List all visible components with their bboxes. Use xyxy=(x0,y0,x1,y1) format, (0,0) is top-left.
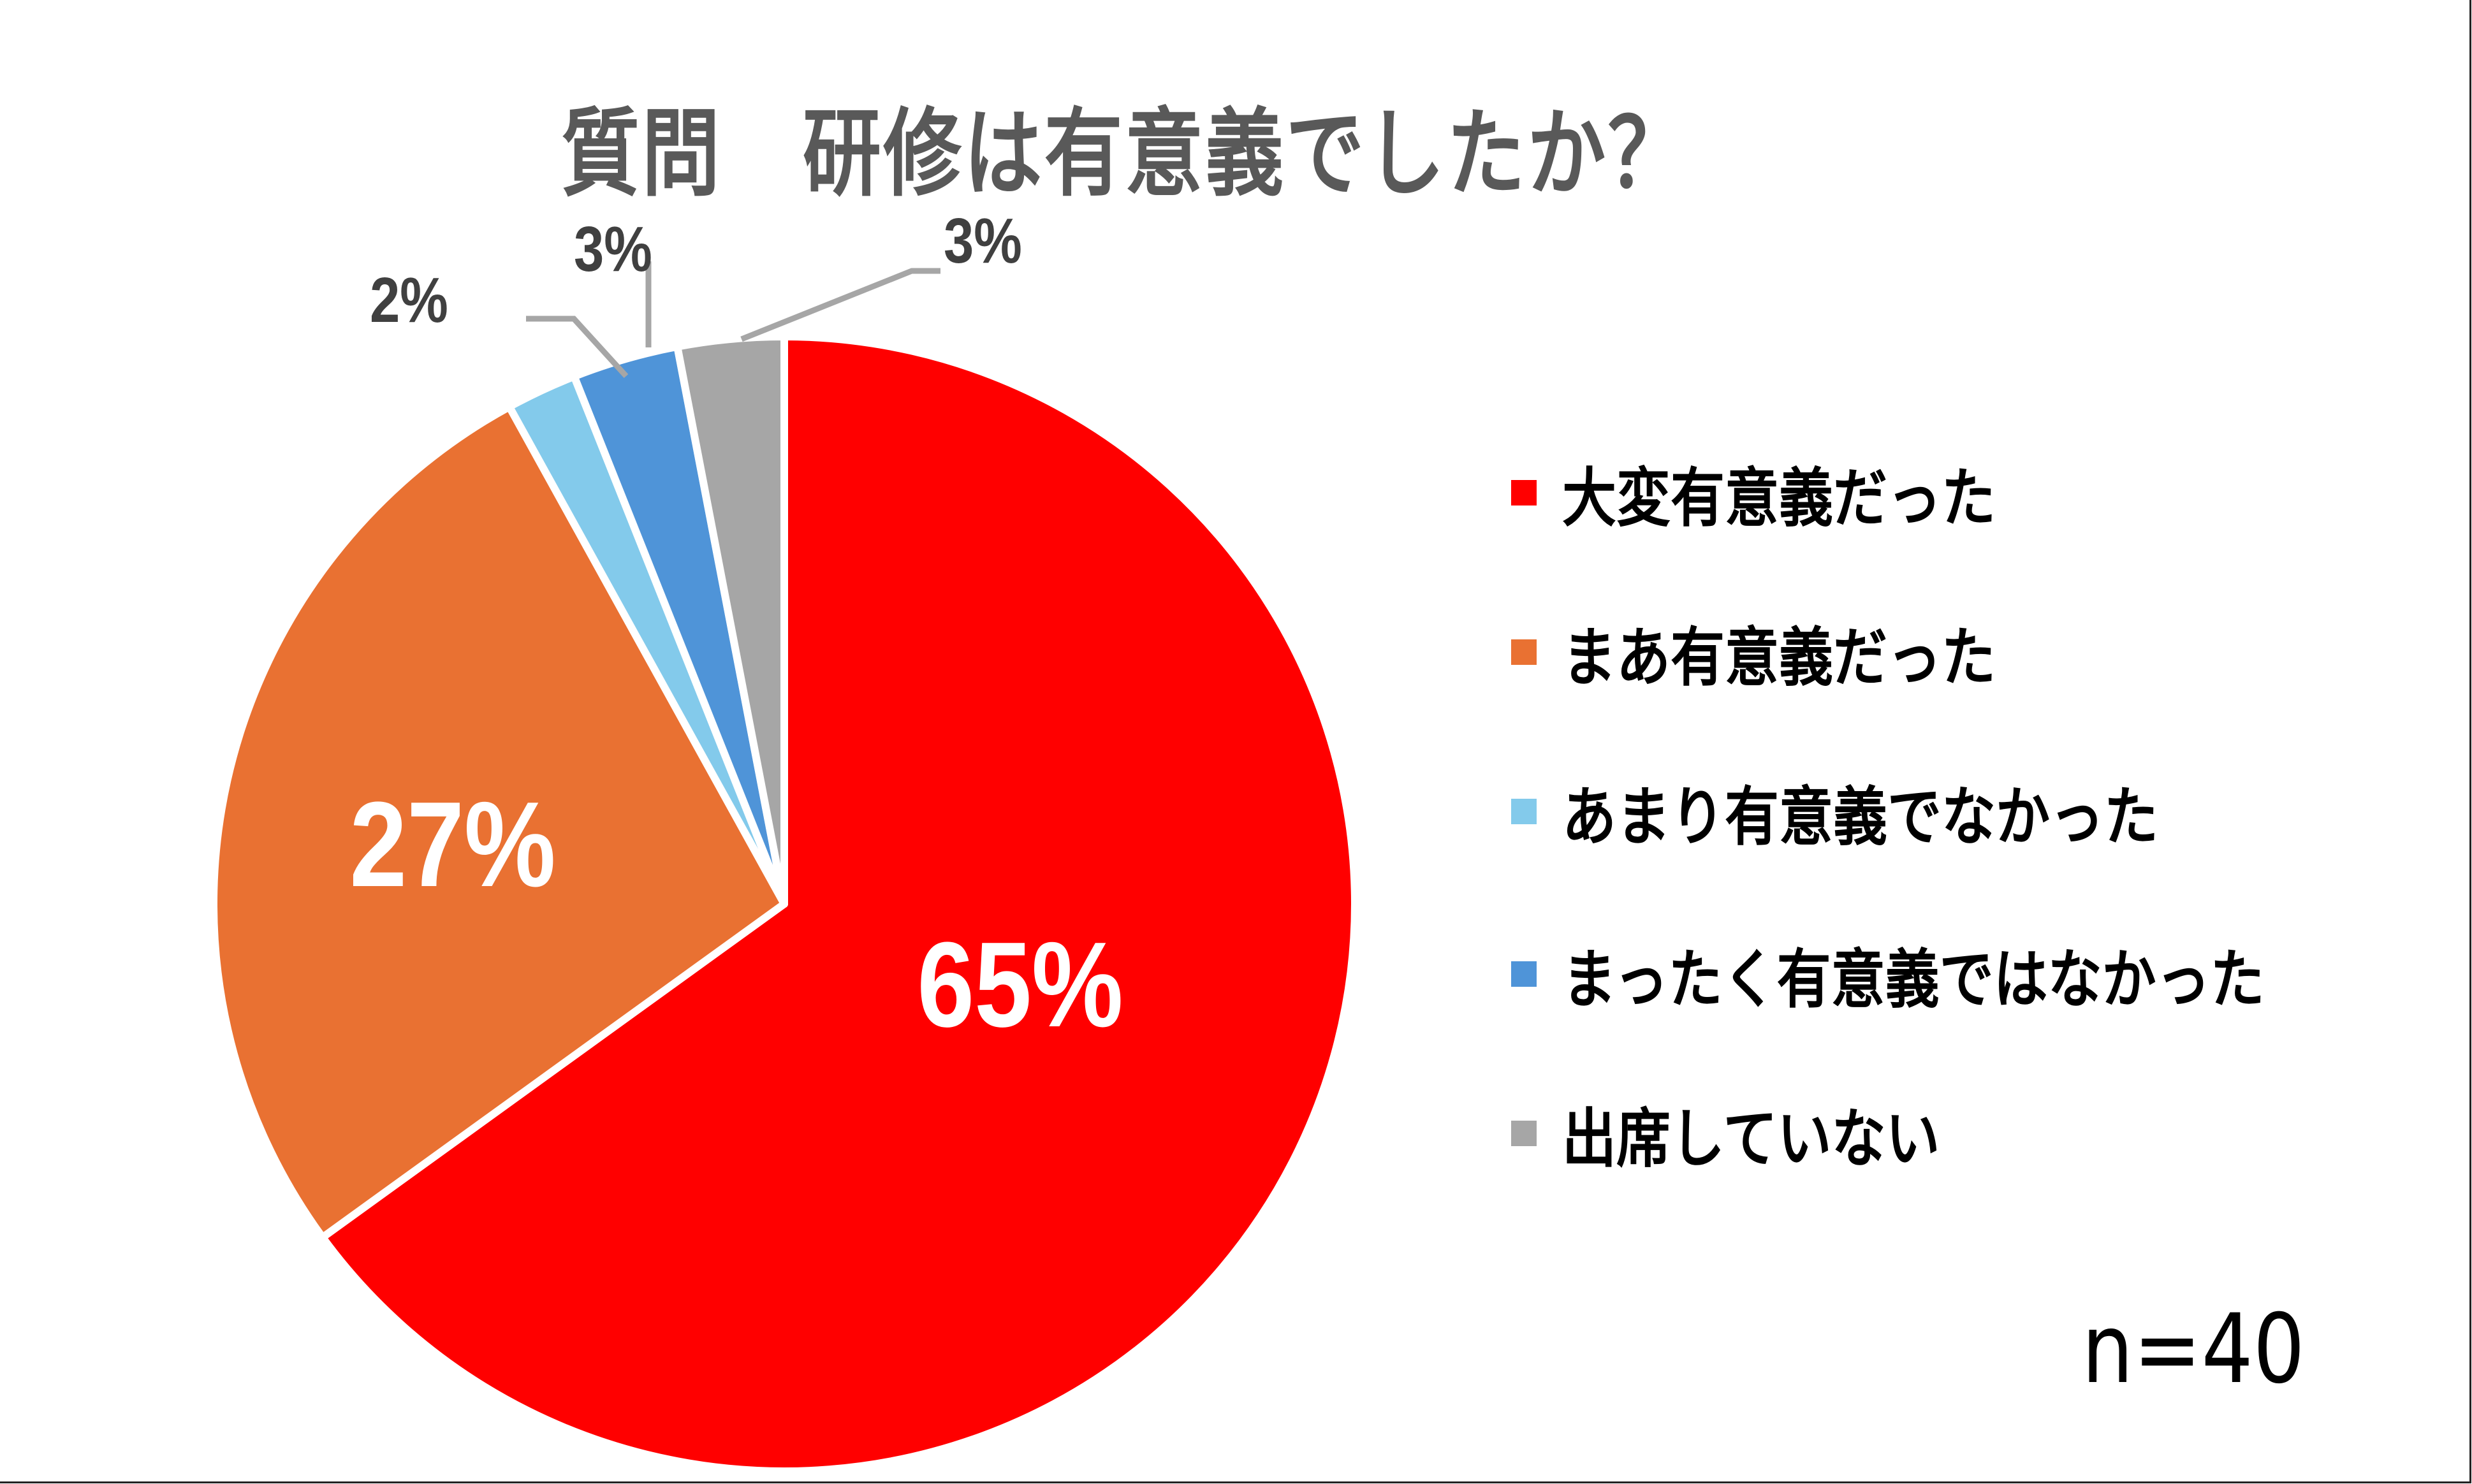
legend-item-somewhat-meaningful[interactable]: まあ有意義だった xyxy=(1511,606,2072,698)
data-label-3-blue: 3% xyxy=(574,213,652,284)
legend-label: 大変有意義だった xyxy=(1562,461,1996,535)
slice-did-not-attend[interactable] xyxy=(673,333,788,908)
legend-swatch xyxy=(1511,1120,1537,1146)
legend-item-not-at-all-meaningful[interactable]: まったく有意義ではなかった xyxy=(1511,927,2388,1020)
legend-label: まあ有意義だった xyxy=(1562,620,1996,695)
data-label-65: 65% xyxy=(917,917,1123,1052)
legend-swatch xyxy=(1511,639,1537,665)
legend-item-did-not-attend[interactable]: 出席していない xyxy=(1511,1087,2007,1179)
chart-title: 質問 研修は有意義でしたか？ xyxy=(561,99,1688,210)
legend-label: あまり有意義でなかった xyxy=(1562,780,2158,854)
leader-line xyxy=(526,316,629,379)
legend-item-not-very-meaningful[interactable]: あまり有意義でなかった xyxy=(1511,765,2264,857)
legend-swatch xyxy=(1511,479,1537,506)
legend-item-very-meaningful[interactable]: 大変有意義だった xyxy=(1511,446,2072,539)
legend-swatch xyxy=(1511,961,1537,987)
data-label-27: 27% xyxy=(349,777,555,912)
legend-swatch xyxy=(1511,798,1537,824)
slice-very-meaningful[interactable] xyxy=(318,333,1359,1475)
data-label-3-gray: 3% xyxy=(944,205,1022,276)
data-label-2: 2% xyxy=(370,264,448,335)
legend-label: まったく有意義ではなかった xyxy=(1562,942,2265,1017)
legend-label: 出席していない xyxy=(1562,1102,1940,1176)
slice-somewhat-meaningful[interactable] xyxy=(210,403,788,1242)
leader-line xyxy=(740,268,940,342)
sample-size-label: n=40 xyxy=(2082,1294,2305,1405)
leader-lines xyxy=(526,261,940,379)
